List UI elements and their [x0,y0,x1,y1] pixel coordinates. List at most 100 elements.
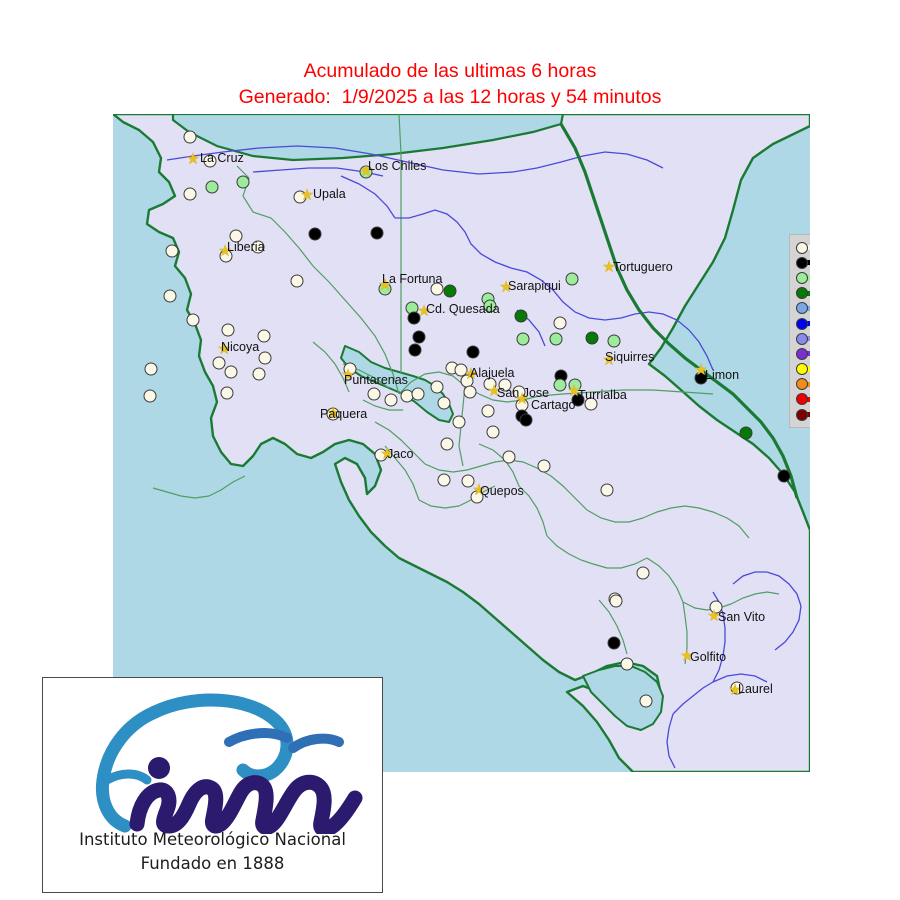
station-marker[interactable] [607,334,621,348]
station-marker[interactable] [251,240,265,254]
station-marker[interactable] [568,378,582,392]
city-label: Turrialba [578,388,627,402]
legend-swatch-icon [796,271,810,284]
station-marker[interactable] [553,378,567,392]
legend-swatch-icon [796,363,810,376]
map-geometry [113,114,810,772]
city-label: Tortuguero [613,260,673,274]
station-marker[interactable] [183,130,197,144]
legend-item: [80-100] mm [796,331,810,346]
station-marker[interactable] [143,389,157,403]
station-marker[interactable] [437,473,451,487]
station-marker[interactable] [600,483,614,497]
station-marker[interactable] [308,227,322,241]
station-marker[interactable] [229,229,243,243]
precipitation-map[interactable]: ★ La Cruz ★ Los Chiles ★ Upala ★ Liberia ★ La For… [113,114,810,772]
station-marker[interactable] [359,165,373,179]
station-marker[interactable] [258,351,272,365]
station-marker[interactable] [512,385,526,399]
station-marker[interactable] [481,404,495,418]
legend-swatch-icon [796,241,810,254]
station-marker[interactable] [639,694,653,708]
station-marker[interactable] [585,331,599,345]
station-marker[interactable] [374,448,388,462]
station-marker[interactable] [483,299,497,313]
city-star-icon: ★ [299,187,315,204]
station-marker[interactable] [384,393,398,407]
rivers [166,145,802,769]
station-marker[interactable] [236,175,250,189]
station-marker[interactable] [183,187,197,201]
station-marker[interactable] [466,345,480,359]
city-label: Cartago [531,398,576,412]
station-marker[interactable] [452,415,466,429]
station-marker[interactable] [221,323,235,337]
station-marker[interactable] [408,343,422,357]
station-marker[interactable] [498,378,512,392]
station-marker[interactable] [144,362,158,376]
station-marker[interactable] [326,407,340,421]
station-marker[interactable] [483,377,497,391]
station-marker[interactable] [514,309,528,323]
station-marker[interactable] [486,425,500,439]
station-marker[interactable] [290,274,304,288]
station-marker[interactable] [220,386,234,400]
station-marker[interactable] [694,371,708,385]
station-marker[interactable] [463,385,477,399]
station-marker[interactable] [224,365,238,379]
station-marker[interactable] [412,330,426,344]
station-marker[interactable] [430,282,444,296]
station-marker[interactable] [584,397,598,411]
city-label: La Fortuna [382,272,443,286]
city-label: Nicoya [221,340,260,354]
station-marker[interactable] [636,566,650,580]
station-marker[interactable] [553,316,567,330]
station-marker[interactable] [709,600,723,614]
city-star-icon: ★ [471,482,487,499]
station-marker[interactable] [343,362,357,376]
station-marker[interactable] [407,311,421,325]
station-marker[interactable] [205,180,219,194]
station-marker[interactable] [203,154,217,168]
station-marker[interactable] [739,426,753,440]
station-marker[interactable] [537,459,551,473]
station-marker[interactable] [571,393,585,407]
station-marker[interactable] [620,657,634,671]
station-marker[interactable] [519,413,533,427]
station-marker[interactable] [257,329,271,343]
station-marker[interactable] [549,332,563,346]
station-marker[interactable] [777,469,791,483]
station-marker[interactable] [470,490,484,504]
station-marker[interactable] [378,282,392,296]
station-marker[interactable] [367,387,381,401]
station-marker[interactable] [165,244,179,258]
station-marker[interactable] [430,380,444,394]
precipitation-legend: [0-1] mm[1-5] mm[5-15] mm[15-30] mm[30-5… [789,234,810,429]
city-label: Siquirres [605,350,655,364]
station-marker[interactable] [516,332,530,346]
station-marker[interactable] [186,313,200,327]
station-marker[interactable] [212,356,226,370]
city-label: Limon [705,368,740,382]
legend-item: [15-30] mm [796,286,810,301]
station-marker[interactable] [370,226,384,240]
legend-swatch-icon [796,393,810,406]
station-marker[interactable] [607,636,621,650]
station-marker[interactable] [163,289,177,303]
station-marker[interactable] [252,367,266,381]
station-marker[interactable] [219,249,233,263]
city-label: Golfito [690,650,727,664]
station-marker[interactable] [730,681,744,695]
legend-swatch-icon [796,287,810,300]
station-marker[interactable] [293,190,307,204]
station-marker[interactable] [502,450,516,464]
legend-item: [50-80] mm [796,316,810,331]
station-marker[interactable] [443,284,457,298]
station-marker[interactable] [609,594,623,608]
station-marker[interactable] [565,272,579,286]
station-marker[interactable] [440,437,454,451]
legend-swatch-icon [796,408,810,421]
station-marker[interactable] [461,474,475,488]
station-marker[interactable] [411,387,425,401]
station-marker[interactable] [437,396,451,410]
